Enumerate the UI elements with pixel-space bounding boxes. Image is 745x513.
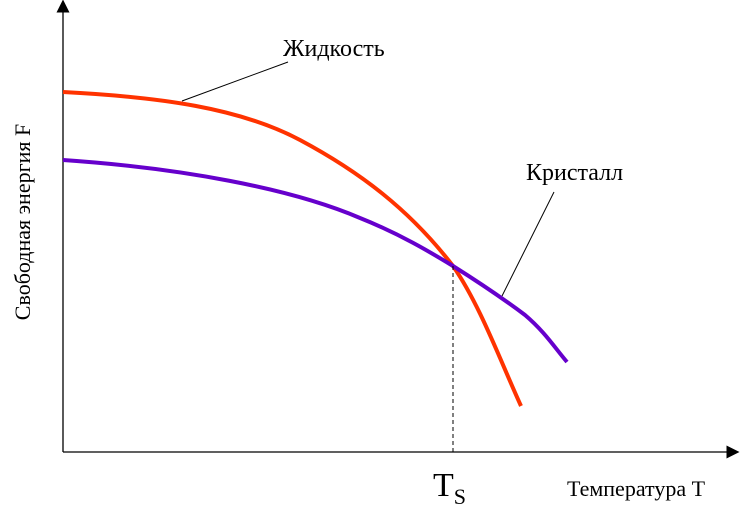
crystal-label: Кристалл [526,160,623,186]
crystal-curve [62,158,569,364]
y-axis-label: Свободная энергия F [10,124,35,320]
liquid-curve [62,90,523,407]
liquid-label: Жидкость [283,36,385,62]
transition-temperature-label: TS [433,467,466,509]
liquid-leader-line [181,61,289,102]
crystal-leader-line [501,191,555,297]
ts-main: T [433,467,454,504]
x-axis-label: Температура T [567,476,706,501]
ts-subscript: S [454,484,466,509]
